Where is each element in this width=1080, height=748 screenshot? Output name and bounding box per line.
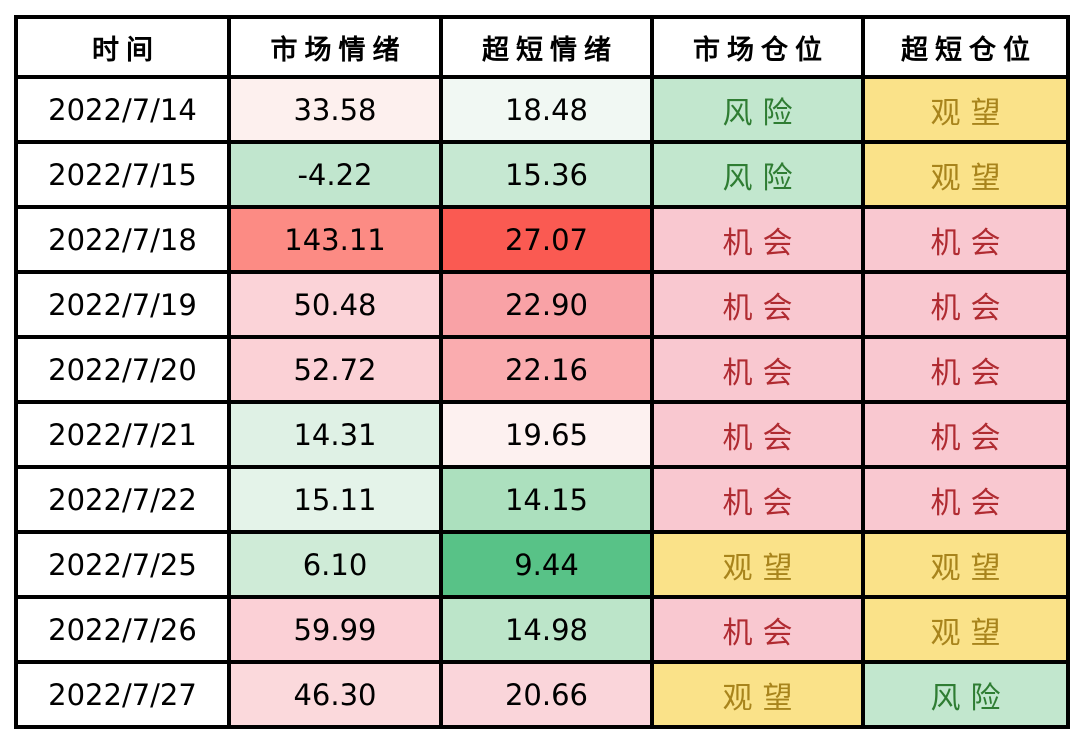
table-row: 2022/7/25 6.10 9.44 观望 观望 [14, 530, 1070, 599]
ultra-sentiment-cell: 22.90 [439, 270, 654, 339]
header-row: 时间 市场情绪 超短情绪 市场仓位 超短仓位 [14, 15, 1070, 79]
table-header: 时间 市场情绪 超短情绪 市场仓位 超短仓位 [14, 15, 1070, 79]
header-time: 时间 [14, 15, 231, 79]
ultra-sentiment-cell: 15.36 [439, 140, 654, 209]
header-market-sentiment: 市场情绪 [227, 15, 443, 79]
market-sentiment-cell: 15.11 [227, 465, 443, 534]
ultra-position-cell: 机会 [861, 400, 1070, 469]
table-row: 2022/7/26 59.99 14.98 机会 观望 [14, 595, 1070, 664]
date-cell: 2022/7/26 [14, 595, 231, 664]
header-ultra-sentiment: 超短情绪 [439, 15, 654, 79]
table-row: 2022/7/18 143.11 27.07 机会 机会 [14, 205, 1070, 274]
date-cell: 2022/7/20 [14, 335, 231, 404]
ultra-position-cell: 机会 [861, 205, 1070, 274]
market-position-cell: 机会 [650, 465, 865, 534]
date-cell: 2022/7/14 [14, 75, 231, 144]
table-row: 2022/7/22 15.11 14.15 机会 机会 [14, 465, 1070, 534]
ultra-position-cell: 机会 [861, 465, 1070, 534]
ultra-position-cell: 机会 [861, 335, 1070, 404]
ultra-sentiment-cell: 14.98 [439, 595, 654, 664]
date-cell: 2022/7/21 [14, 400, 231, 469]
market-position-cell: 观望 [650, 660, 865, 729]
ultra-sentiment-cell: 20.66 [439, 660, 654, 729]
market-position-cell: 机会 [650, 595, 865, 664]
market-sentiment-cell: 143.11 [227, 205, 443, 274]
table-container: 时间 市场情绪 超短情绪 市场仓位 超短仓位 2022/7/14 33.58 1… [14, 15, 1070, 729]
table-row: 2022/7/14 33.58 18.48 风险 观望 [14, 75, 1070, 144]
market-position-cell: 风险 [650, 75, 865, 144]
date-cell: 2022/7/15 [14, 140, 231, 209]
market-sentiment-cell: -4.22 [227, 140, 443, 209]
market-position-cell: 机会 [650, 400, 865, 469]
ultra-position-cell: 观望 [861, 75, 1070, 144]
date-cell: 2022/7/19 [14, 270, 231, 339]
market-position-cell: 观望 [650, 530, 865, 599]
table-row: 2022/7/19 50.48 22.90 机会 机会 [14, 270, 1070, 339]
ultra-position-cell: 机会 [861, 270, 1070, 339]
sentiment-position-table: 时间 市场情绪 超短情绪 市场仓位 超短仓位 2022/7/14 33.58 1… [14, 15, 1070, 729]
market-sentiment-cell: 33.58 [227, 75, 443, 144]
market-position-cell: 机会 [650, 270, 865, 339]
table-body: 2022/7/14 33.58 18.48 风险 观望 2022/7/15 -4… [14, 75, 1070, 729]
table-row: 2022/7/20 52.72 22.16 机会 机会 [14, 335, 1070, 404]
market-sentiment-cell: 6.10 [227, 530, 443, 599]
header-ultra-position: 超短仓位 [861, 15, 1070, 79]
ultra-position-cell: 观望 [861, 530, 1070, 599]
table-row: 2022/7/15 -4.22 15.36 风险 观望 [14, 140, 1070, 209]
date-cell: 2022/7/18 [14, 205, 231, 274]
market-sentiment-cell: 52.72 [227, 335, 443, 404]
date-cell: 2022/7/27 [14, 660, 231, 729]
market-position-cell: 风险 [650, 140, 865, 209]
date-cell: 2022/7/25 [14, 530, 231, 599]
market-sentiment-cell: 14.31 [227, 400, 443, 469]
ultra-position-cell: 风险 [861, 660, 1070, 729]
market-sentiment-cell: 59.99 [227, 595, 443, 664]
market-sentiment-cell: 50.48 [227, 270, 443, 339]
market-position-cell: 机会 [650, 335, 865, 404]
ultra-sentiment-cell: 9.44 [439, 530, 654, 599]
table-row: 2022/7/27 46.30 20.66 观望 风险 [14, 660, 1070, 729]
ultra-position-cell: 观望 [861, 595, 1070, 664]
market-sentiment-cell: 46.30 [227, 660, 443, 729]
date-cell: 2022/7/22 [14, 465, 231, 534]
ultra-sentiment-cell: 27.07 [439, 205, 654, 274]
ultra-sentiment-cell: 14.15 [439, 465, 654, 534]
ultra-sentiment-cell: 19.65 [439, 400, 654, 469]
ultra-position-cell: 观望 [861, 140, 1070, 209]
header-market-position: 市场仓位 [650, 15, 865, 79]
market-position-cell: 机会 [650, 205, 865, 274]
ultra-sentiment-cell: 18.48 [439, 75, 654, 144]
ultra-sentiment-cell: 22.16 [439, 335, 654, 404]
table-row: 2022/7/21 14.31 19.65 机会 机会 [14, 400, 1070, 469]
